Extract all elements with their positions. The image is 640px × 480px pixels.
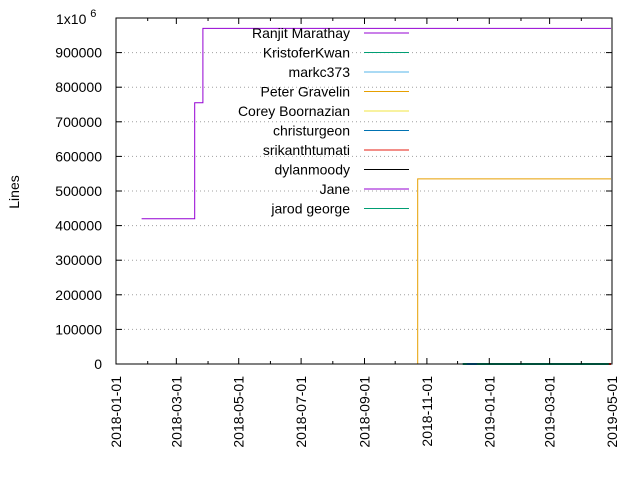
y-axis-label: Lines [6,175,22,208]
x-tick-label: 2018-09-01 [357,376,373,448]
x-tick-label: 2018-11-01 [419,376,435,447]
legend-label: KristoferKwan [263,45,350,61]
legend-label: Corey Boornazian [238,103,350,119]
series-line-3 [417,178,611,364]
legend-label: Ranjit Marathay [252,25,350,41]
legend-label: jarod george [270,201,350,217]
y-axis-exponent-base: 1x10 [56,11,87,27]
legend-label: Peter Gravelin [261,84,350,100]
x-tick-label: 2019-05-01 [604,376,620,448]
y-axis-exponent-power: 6 [90,8,96,20]
legend-label: markc373 [289,64,351,80]
legend-label: dylanmoody [275,162,351,178]
y-axis-exponent-label: 1x10 6 [56,8,96,27]
legend-label: Jane [320,181,351,197]
y-tick-label: 200000 [55,287,102,303]
grid-lines [116,52,612,330]
y-tick-label: 0 [94,356,102,372]
y-tick-label: 600000 [55,148,102,164]
plot-border [115,17,613,365]
y-tick-label: 700000 [55,114,102,130]
x-tick-label: 2018-03-01 [168,376,184,448]
y-tick-label: 500000 [55,183,102,199]
legend-label: srikanthtumati [263,142,350,158]
y-tick-label: 900000 [55,45,102,61]
legend: Ranjit Marathay KristoferKwan markc373 Pete… [238,25,409,217]
x-tick-label: 2018-05-01 [231,376,247,448]
x-tick-label: 2019-03-01 [542,376,558,448]
y-tick-label: 400000 [55,218,102,234]
y-tick-label: 300000 [55,252,102,268]
axes: 0 100000 200000 300000 400000 500000 600000 700… [55,17,620,448]
legend-label: christurgeon [273,123,350,139]
x-tick-label: 2018-07-01 [293,376,309,448]
x-tick-label: 2019-01-01 [481,376,497,448]
y-tick-label: 100000 [55,321,102,337]
series-line-0 [141,27,611,220]
series-lines [141,27,611,365]
y-tick-label: 800000 [55,79,102,95]
x-tick-label: 2018-01-01 [108,376,124,448]
